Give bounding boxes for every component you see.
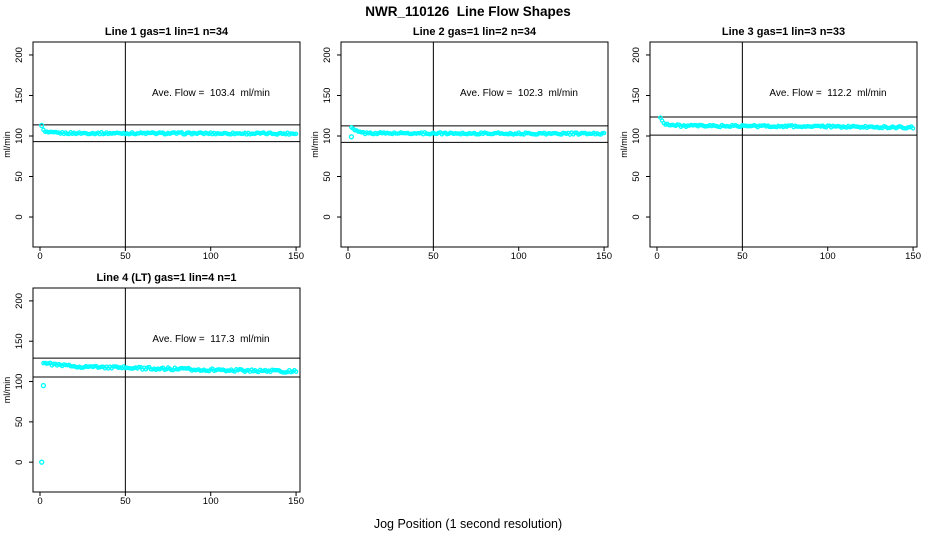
y-tick-label: 200 bbox=[631, 47, 642, 63]
points-group bbox=[348, 125, 607, 140]
y-tick-label: 0 bbox=[14, 214, 25, 219]
panel-2-annotation: Ave. Flow = 102.3 ml/min bbox=[460, 88, 578, 99]
x-tick-label: 50 bbox=[737, 251, 748, 262]
figure-x-axis-label: Jog Position (1 second resolution) bbox=[374, 517, 562, 531]
y-tick-label: 100 bbox=[322, 128, 333, 144]
data-point bbox=[293, 369, 299, 374]
y-tick-label: 0 bbox=[322, 214, 333, 219]
x-tick-label: 50 bbox=[120, 496, 131, 507]
y-tick-label: 100 bbox=[14, 128, 25, 144]
panel-1: 0 50 100 150 0 50 100 150 200 ml/min bbox=[2, 41, 304, 262]
y-tick-label: 150 bbox=[14, 88, 25, 104]
y-tick-label: 50 bbox=[14, 417, 25, 428]
y-tick-label: 0 bbox=[14, 460, 25, 465]
data-point bbox=[359, 130, 364, 135]
data-point bbox=[292, 131, 297, 137]
y-tick-label: 200 bbox=[322, 47, 333, 63]
y-tick-label: 200 bbox=[14, 47, 25, 63]
panel-4: 0 50 100 150 0 50 100 150 200 ml/min bbox=[2, 287, 304, 507]
x-tick-label: 0 bbox=[654, 251, 659, 262]
y-axis-label: ml/min bbox=[619, 131, 629, 158]
outlier-point bbox=[39, 122, 45, 129]
points-group bbox=[39, 360, 299, 465]
y-axis-label: ml/min bbox=[310, 131, 320, 158]
x-tick-label: 100 bbox=[203, 496, 219, 507]
data-point bbox=[910, 126, 916, 131]
x-tick-label: 100 bbox=[511, 251, 527, 262]
x-tick-label: 50 bbox=[428, 251, 439, 262]
data-point bbox=[601, 130, 607, 136]
outlier-point bbox=[39, 459, 45, 465]
x-tick-label: 150 bbox=[288, 251, 304, 262]
y-tick-label: 150 bbox=[14, 333, 25, 349]
y-tick-label: 50 bbox=[322, 171, 333, 182]
panel-2: 0 50 100 150 0 50 100 150 200 ml/min bbox=[310, 41, 612, 262]
y-tick-label: 150 bbox=[631, 88, 642, 104]
panel-1-title: Line 1 gas=1 lin=1 n=34 bbox=[105, 26, 229, 38]
y-tick-label: 100 bbox=[631, 128, 642, 144]
y-axis-label: ml/min bbox=[2, 377, 12, 404]
y-tick-label: 50 bbox=[14, 171, 25, 182]
plot-box bbox=[340, 41, 609, 248]
x-tick-label: 100 bbox=[203, 251, 219, 262]
y-tick-label: 100 bbox=[14, 374, 25, 390]
panel-4-title: Line 4 (LT) gas=1 lin=4 n=1 bbox=[96, 272, 236, 284]
y-tick-label: 0 bbox=[631, 214, 642, 219]
data-point bbox=[181, 132, 186, 137]
data-point bbox=[572, 130, 578, 135]
data-point bbox=[99, 364, 104, 370]
y-tick-label: 200 bbox=[14, 293, 25, 309]
data-point bbox=[227, 132, 232, 137]
panels-group: 0 50 100 150 0 50 100 150 200 ml/min 0 50 100 150 0 50 1… bbox=[2, 41, 921, 507]
x-tick-label: 150 bbox=[288, 496, 304, 507]
data-point bbox=[92, 363, 97, 369]
x-tick-label: 150 bbox=[596, 251, 612, 262]
x-tick-label: 0 bbox=[37, 251, 42, 262]
x-tick-label: 0 bbox=[345, 251, 350, 262]
x-tick-label: 150 bbox=[905, 251, 921, 262]
points-group bbox=[39, 122, 299, 137]
points-group bbox=[658, 115, 916, 131]
panel-3-annotation: Ave. Flow = 112.2 ml/min bbox=[769, 88, 886, 99]
data-point bbox=[169, 367, 174, 373]
outlier-point bbox=[40, 382, 47, 389]
y-tick-label: 50 bbox=[631, 171, 642, 182]
data-point bbox=[293, 131, 299, 137]
panel-4-annotation: Ave. Flow = 117.3 ml/min bbox=[152, 334, 269, 345]
data-point bbox=[51, 361, 56, 367]
panel-2-title: Line 2 gas=1 lin=2 n=34 bbox=[413, 26, 537, 38]
panel-3-title: Line 3 gas=1 lin=3 n=33 bbox=[722, 26, 845, 38]
plot-box bbox=[32, 41, 301, 248]
y-axis-label: ml/min bbox=[2, 131, 12, 158]
panel-1-annotation: Ave. Flow = 103.4 ml/min bbox=[152, 88, 270, 99]
y-tick-label: 150 bbox=[322, 88, 333, 104]
x-tick-label: 100 bbox=[820, 251, 836, 262]
outlier-point bbox=[348, 134, 355, 140]
x-tick-label: 0 bbox=[37, 496, 42, 507]
plot-box bbox=[32, 287, 301, 493]
x-tick-label: 50 bbox=[120, 251, 131, 262]
figure-title: NWR_110126 Line Flow Shapes bbox=[365, 4, 571, 19]
panel-3: 0 50 100 150 0 50 100 150 200 ml/min bbox=[619, 41, 921, 262]
plot-box bbox=[649, 41, 918, 248]
